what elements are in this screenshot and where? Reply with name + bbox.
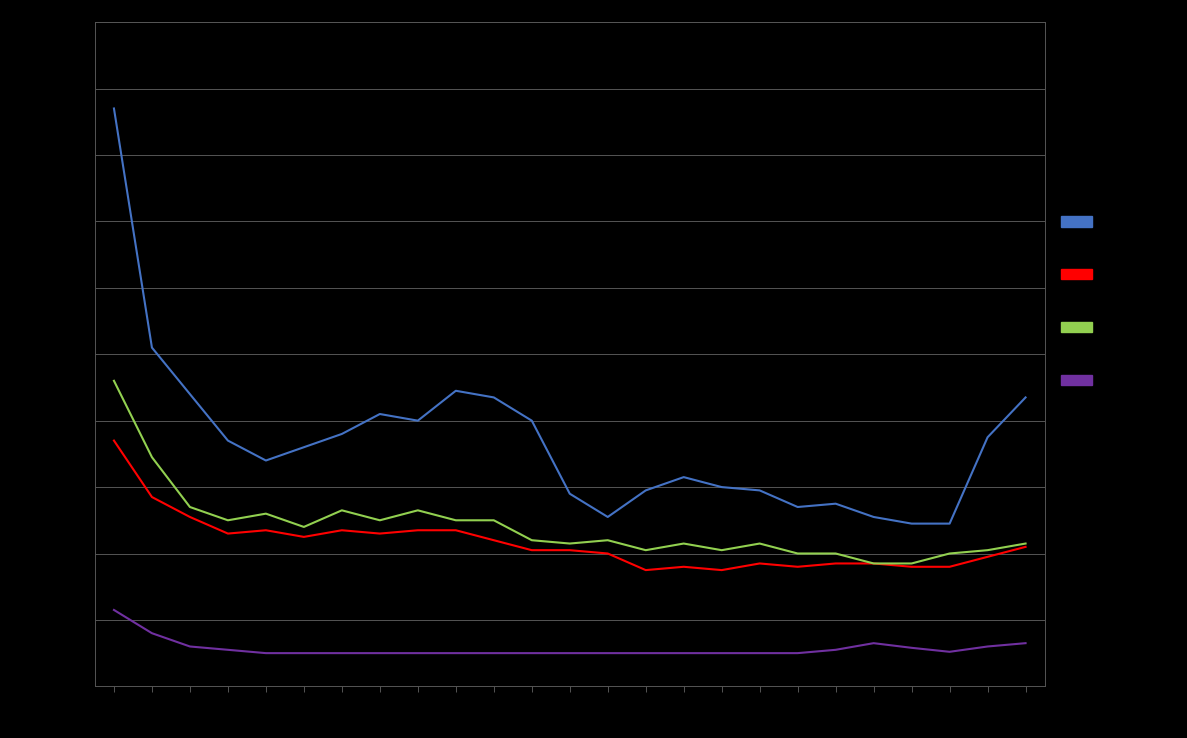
Legend: , , , : , , ,: [1061, 215, 1096, 387]
